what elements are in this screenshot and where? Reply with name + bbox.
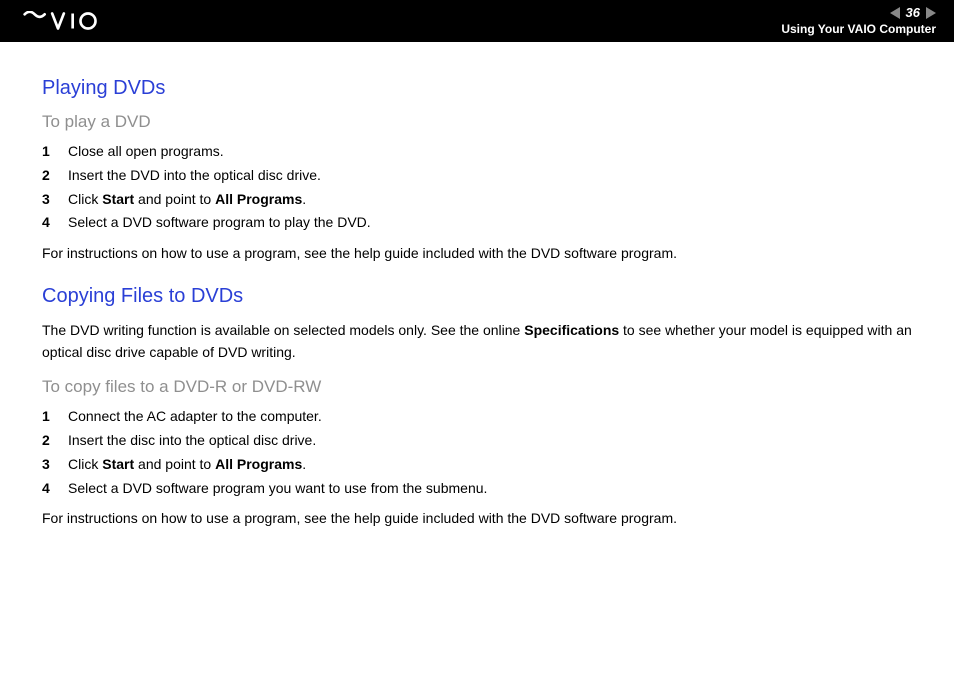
header-right: 36 Using Your VAIO Computer (781, 5, 936, 37)
header-section-label: Using Your VAIO Computer (781, 22, 936, 38)
step-text: Select a DVD software program to play th… (68, 211, 371, 235)
vaio-logo (18, 11, 128, 31)
list-item: 1 Connect the AC adapter to the computer… (42, 405, 912, 429)
list-item: 4 Select a DVD software program to play … (42, 211, 912, 235)
step-number: 3 (42, 188, 68, 212)
list-item: 3 Click Start and point to All Programs. (42, 453, 912, 477)
step-text: Close all open programs. (68, 140, 224, 164)
heading-copying-files: Copying Files to DVDs (42, 285, 912, 308)
para-play-footer: For instructions on how to use a program… (42, 243, 912, 265)
next-page-icon[interactable] (926, 7, 936, 19)
header-bar: 36 Using Your VAIO Computer (0, 0, 954, 42)
list-item: 2 Insert the DVD into the optical disc d… (42, 164, 912, 188)
list-item: 3 Click Start and point to All Programs. (42, 188, 912, 212)
step-text: Select a DVD software program you want t… (68, 477, 487, 501)
step-number: 3 (42, 453, 68, 477)
list-item: 4 Select a DVD software program you want… (42, 477, 912, 501)
page-number: 36 (906, 5, 920, 22)
page-nav: 36 (781, 5, 936, 22)
step-number: 2 (42, 429, 68, 453)
steps-copy-dvd: 1 Connect the AC adapter to the computer… (42, 405, 912, 500)
para-copy-footer: For instructions on how to use a program… (42, 508, 912, 530)
step-text: Click Start and point to All Programs. (68, 188, 306, 212)
step-number: 4 (42, 211, 68, 235)
step-number: 2 (42, 164, 68, 188)
subheading-to-copy-files: To copy files to a DVD-R or DVD-RW (42, 377, 912, 397)
step-text: Connect the AC adapter to the computer. (68, 405, 322, 429)
heading-playing-dvds: Playing DVDs (42, 77, 912, 100)
list-item: 2 Insert the disc into the optical disc … (42, 429, 912, 453)
para-copy-intro: The DVD writing function is available on… (42, 320, 912, 363)
page-content: Playing DVDs To play a DVD 1 Close all o… (0, 42, 954, 530)
prev-page-icon[interactable] (890, 7, 900, 19)
step-number: 4 (42, 477, 68, 501)
step-text: Insert the disc into the optical disc dr… (68, 429, 316, 453)
step-number: 1 (42, 140, 68, 164)
step-number: 1 (42, 405, 68, 429)
steps-play-dvd: 1 Close all open programs. 2 Insert the … (42, 140, 912, 235)
list-item: 1 Close all open programs. (42, 140, 912, 164)
step-text: Click Start and point to All Programs. (68, 453, 306, 477)
step-text: Insert the DVD into the optical disc dri… (68, 164, 321, 188)
subheading-to-play-dvd: To play a DVD (42, 112, 912, 132)
